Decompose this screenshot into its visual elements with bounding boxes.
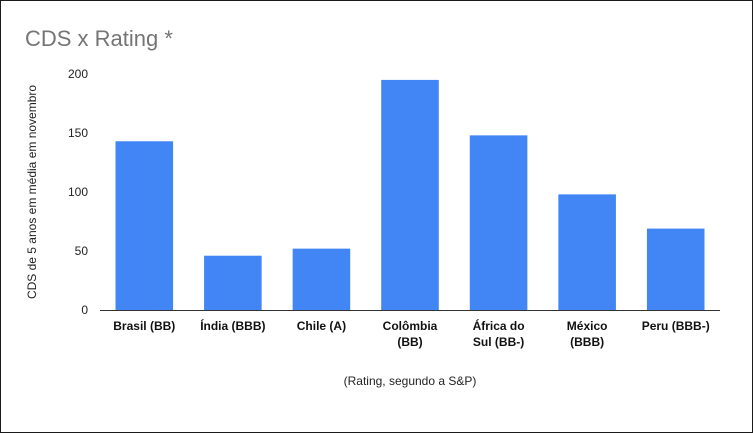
x-axis-categories: Brasil (BB) Índia (BBB) Chile (A) Colômbia(… xyxy=(113,318,709,349)
bar xyxy=(381,79,439,311)
chart-title: CDS x Rating * xyxy=(25,26,173,51)
bars xyxy=(115,79,705,311)
x-category-label: Peru (BBB-) xyxy=(642,319,710,333)
bar xyxy=(115,141,174,310)
x-category-label: África do Sul (BB-) xyxy=(473,318,525,349)
y-tick-label: 150 xyxy=(68,126,88,140)
y-tick-label: 50 xyxy=(75,244,89,258)
x-category-label: Colômbia (BB) xyxy=(383,319,438,349)
bar xyxy=(204,255,262,310)
x-category-label: Chile (A) xyxy=(297,319,346,333)
y-axis: 0 50 100 150 200 xyxy=(68,67,88,317)
y-tick-label: 100 xyxy=(68,185,88,199)
x-category-label: Índia (BBB) xyxy=(200,318,265,333)
x-category-label: México (BBB) xyxy=(567,319,608,349)
x-category-label: Brasil (BB) xyxy=(113,319,175,333)
y-axis-label: CDS de 5 anos em média em novembro xyxy=(25,85,39,299)
x-axis-label: (Rating, segundo a S&P) xyxy=(344,374,477,388)
y-tick-label: 200 xyxy=(68,67,88,81)
y-tick-label: 0 xyxy=(81,303,88,317)
bar xyxy=(292,248,351,310)
bar xyxy=(558,194,616,310)
bar xyxy=(646,228,705,310)
bar xyxy=(469,135,528,310)
